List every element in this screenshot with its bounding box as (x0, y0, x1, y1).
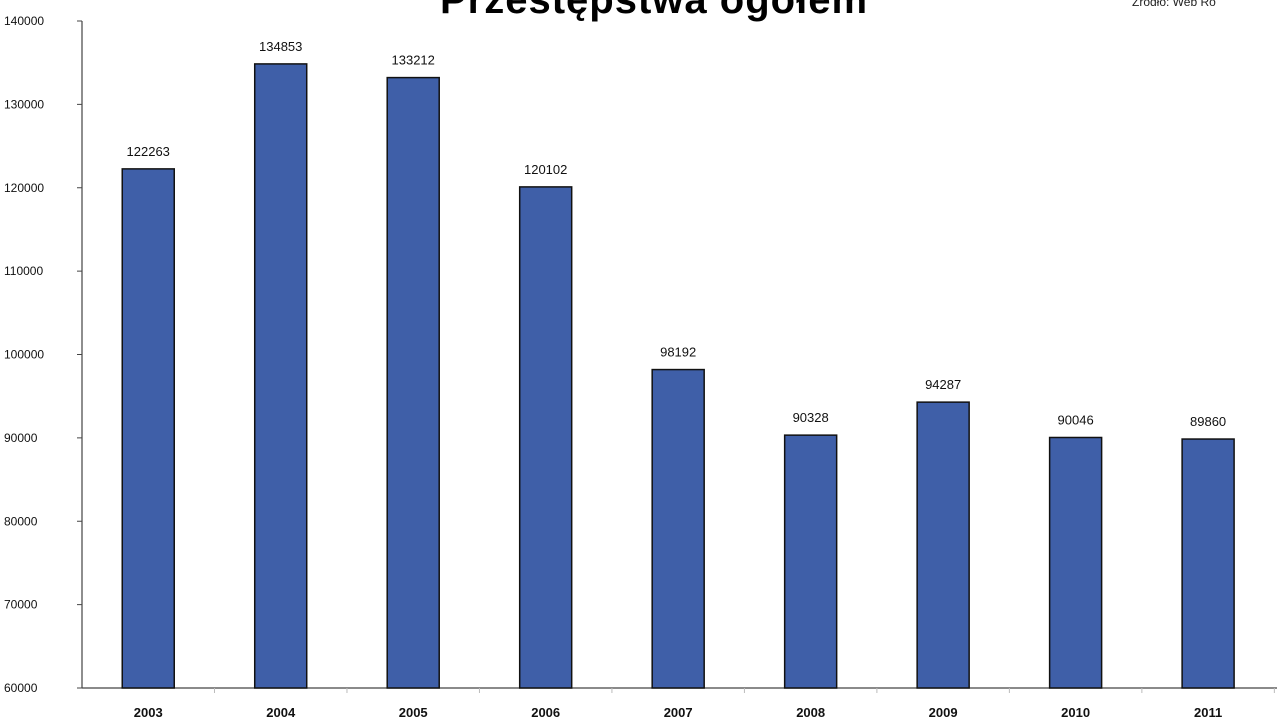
bar (651, 368, 705, 689)
data-label: 90046 (1058, 412, 1094, 427)
bar (386, 76, 440, 689)
y-tick-label: 100000 (4, 348, 44, 362)
data-label: 120102 (524, 162, 567, 177)
y-tick-label: 130000 (4, 97, 44, 111)
bar (1181, 438, 1235, 689)
y-tick-label: 70000 (4, 598, 38, 612)
y-tick-label: 120000 (4, 181, 44, 195)
x-tick-label: 2003 (134, 705, 163, 720)
x-tick-label: 2004 (266, 705, 296, 720)
data-label: 134853 (259, 39, 302, 54)
bar (916, 401, 970, 689)
chart-source-note: Źródło: Web Ro (1132, 0, 1216, 9)
data-label: 89860 (1190, 414, 1226, 429)
data-label: 94287 (925, 377, 961, 392)
bar (1048, 436, 1103, 689)
y-tick-label: 60000 (4, 681, 38, 695)
data-label: 133212 (392, 53, 435, 68)
bar (121, 168, 175, 689)
x-tick-label: 2009 (929, 705, 958, 720)
bar (783, 434, 838, 689)
data-label: 90328 (793, 410, 829, 425)
x-tick-label: 2008 (796, 705, 825, 720)
x-tick-label: 2010 (1061, 705, 1090, 720)
y-tick-label: 90000 (4, 431, 38, 445)
y-tick-label: 80000 (4, 514, 38, 528)
bar (253, 63, 308, 689)
x-tick-label: 2005 (399, 705, 428, 720)
y-tick-label: 110000 (4, 264, 43, 278)
bar (518, 186, 573, 689)
x-tick-label: 2011 (1194, 705, 1222, 720)
data-label: 98192 (660, 345, 696, 360)
data-label: 122263 (127, 144, 170, 159)
y-tick-label: 140000 (4, 14, 44, 28)
x-tick-label: 2007 (664, 705, 693, 720)
x-tick-label: 2006 (531, 705, 560, 720)
chart-title: Przestępstwa ogółem (440, 0, 869, 22)
